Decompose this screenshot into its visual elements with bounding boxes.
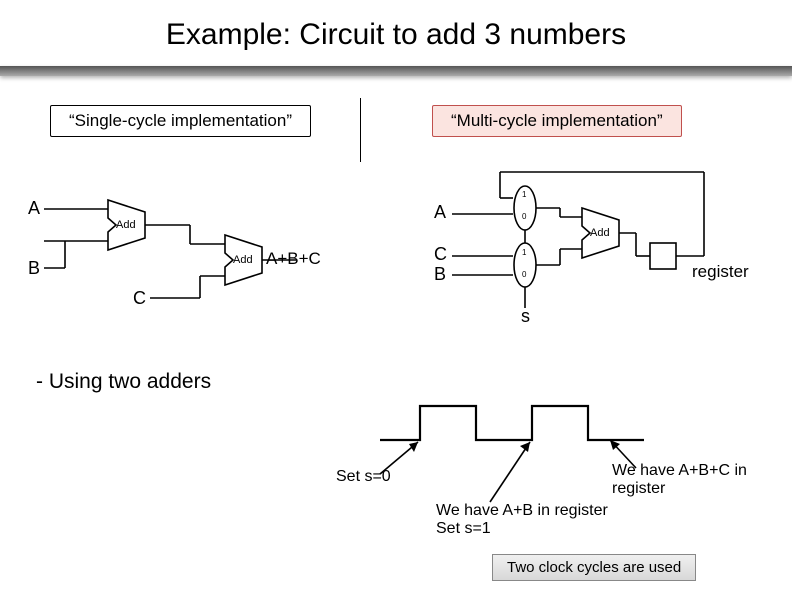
annot-set-s0: Set s=0: [336, 468, 391, 486]
callout-box: Two clock cycles are used: [492, 554, 696, 581]
clock-and-arrows: [0, 0, 792, 612]
annot-mid: We have A+B in register Set s=1: [436, 502, 608, 538]
annot-mid-text: We have A+B in register Set s=1: [436, 502, 608, 537]
callout-text: Two clock cycles are used: [507, 559, 681, 576]
annot-right: We have A+B+C in register: [612, 462, 772, 498]
annot-right-text: We have A+B+C in register: [612, 462, 747, 497]
